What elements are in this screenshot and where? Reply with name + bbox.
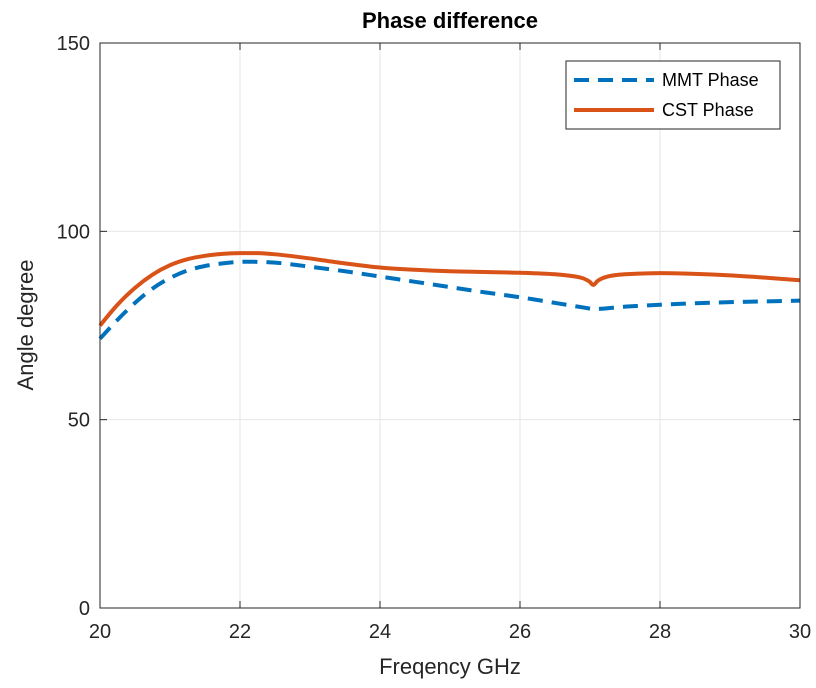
x-tick-label: 28	[649, 621, 671, 643]
y-tick-label: 0	[79, 598, 90, 620]
series-line-cst-phase	[98, 251, 801, 327]
x-axis-label: Freqency GHz	[379, 654, 521, 679]
x-tick-label: 20	[89, 621, 111, 643]
legend-label: MMT Phase	[662, 70, 759, 90]
plot-area	[100, 43, 800, 608]
y-tick-label: 100	[57, 221, 90, 243]
series-layer	[98, 251, 801, 341]
grid-layer	[100, 43, 800, 608]
x-tick-label: 22	[229, 621, 251, 643]
chart-title: Phase difference	[362, 8, 538, 33]
x-tick-label: 30	[789, 621, 811, 643]
y-axis-label: Angle degree	[13, 260, 38, 391]
y-tick-label: 50	[68, 410, 90, 432]
legend: MMT Phase CST Phase	[565, 60, 781, 130]
x-tick-label: 24	[369, 621, 391, 643]
plot-frame	[99, 42, 801, 609]
y-tick-label: 150	[57, 33, 90, 55]
tick-layer: 20 22 24 26 28 30 0 50 100 150	[57, 33, 812, 643]
legend-label: CST Phase	[662, 100, 754, 120]
x-tick-label: 26	[509, 621, 531, 643]
series-line-mmt-phase	[98, 259, 801, 341]
legend-box	[565, 60, 781, 130]
